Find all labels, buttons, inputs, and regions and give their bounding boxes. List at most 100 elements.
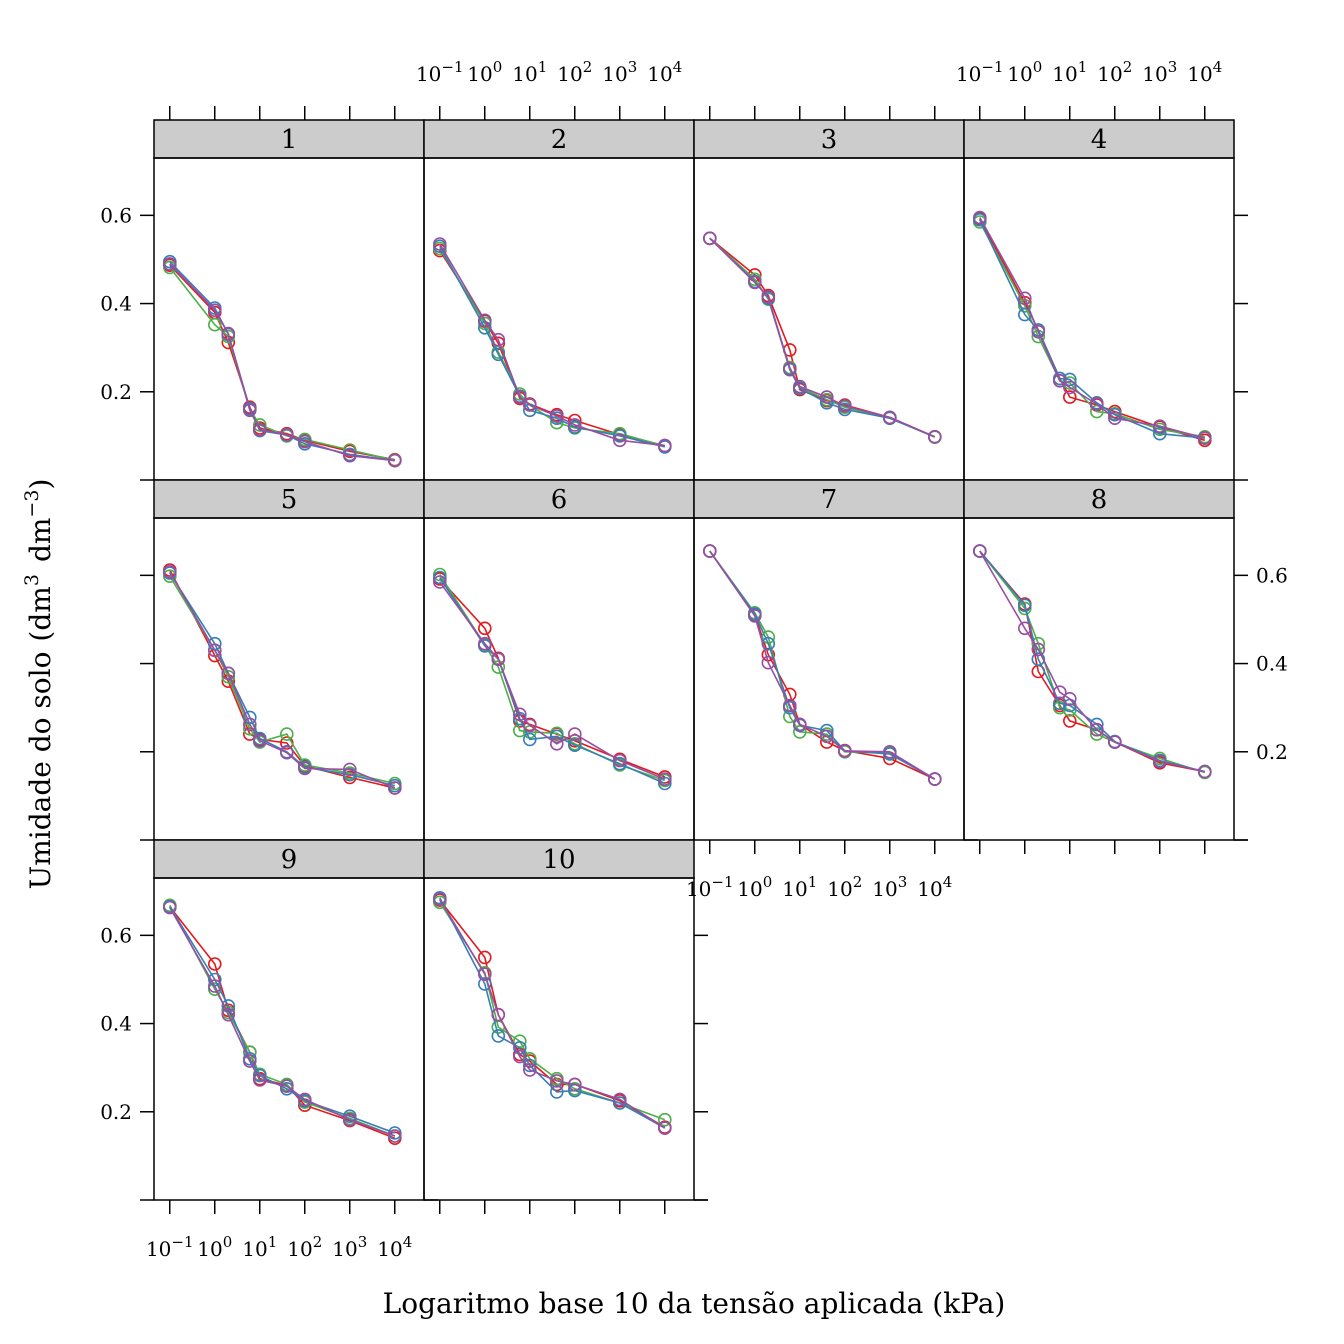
data-point <box>1063 390 1077 404</box>
data-point <box>252 1068 267 1083</box>
data-point <box>477 621 492 636</box>
x-tick-label-bottom: 101 <box>242 1233 277 1261</box>
panel-frame <box>963 157 1235 481</box>
y-axis-unit-2: dm <box>24 518 57 562</box>
data-point <box>243 1054 257 1068</box>
x-tick-label-bottom: 104 <box>377 1233 412 1261</box>
data-point <box>477 950 492 965</box>
data-point <box>512 1049 527 1064</box>
data-point <box>1053 685 1067 700</box>
data-point <box>477 977 492 991</box>
x-axis-title: Logaritmo base 10 da tensão aplicada (kP… <box>383 1287 1006 1320</box>
series-line <box>439 243 665 447</box>
data-point <box>252 422 267 437</box>
data-point <box>567 727 582 741</box>
x-tick-label-top: 10−1 <box>416 58 464 86</box>
panel-strip-label: 1 <box>281 125 298 155</box>
panel-strip-label: 3 <box>821 125 838 155</box>
data-point <box>747 609 762 623</box>
y-tick-label: 0.4 <box>1256 652 1288 676</box>
data-point <box>1031 642 1046 657</box>
data-point <box>342 762 357 777</box>
panel-2: 2 <box>423 106 695 481</box>
data-point <box>1063 372 1077 387</box>
data-point <box>837 402 852 417</box>
panel-frame <box>153 157 425 481</box>
data-point <box>279 1079 294 1093</box>
series-line <box>709 550 936 780</box>
data-point <box>612 1092 627 1107</box>
data-point <box>972 544 987 558</box>
data-point <box>1018 598 1032 613</box>
data-point <box>221 999 236 1013</box>
data-point <box>163 257 177 271</box>
data-point <box>432 570 447 585</box>
data-point <box>208 303 222 318</box>
panel-strip-label: 7 <box>821 485 838 515</box>
data-point <box>882 744 897 759</box>
data-point <box>387 453 402 468</box>
series-line <box>169 575 395 785</box>
data-point <box>208 957 222 971</box>
panel-strip <box>423 119 695 159</box>
y-tick-label: 0.6 <box>100 923 132 947</box>
panel-strip-label: 5 <box>281 485 298 515</box>
data-point <box>477 636 492 651</box>
x-tick-label-bottom: 103 <box>332 1233 367 1261</box>
panel-1: 1 0.2 0.4 0.6 <box>100 106 425 481</box>
series-line <box>169 904 396 1137</box>
data-point <box>522 732 537 747</box>
x-tick-label-bottom: 10−1 <box>686 873 734 901</box>
data-point <box>221 666 236 681</box>
panel-strip-label: 6 <box>551 485 568 515</box>
data-point <box>512 1041 527 1055</box>
y-tick-label: 0.2 <box>100 1100 132 1124</box>
series-line <box>169 571 396 789</box>
panel-strip <box>423 479 695 519</box>
panel-8: 8 0.2 0.4 0.6 <box>963 479 1288 854</box>
x-tick-label-bottom: 10−1 <box>146 1233 194 1261</box>
series-line <box>709 550 936 780</box>
data-point <box>512 390 527 404</box>
data-point <box>1153 419 1167 434</box>
series-line <box>979 550 1205 773</box>
data-point <box>549 1074 564 1088</box>
y-tick-label: 0.2 <box>100 380 132 404</box>
data-point <box>387 1129 402 1143</box>
data-point <box>657 772 672 786</box>
data-point <box>1018 291 1032 306</box>
data-point <box>387 781 402 795</box>
series-line <box>169 907 396 1137</box>
series-line <box>169 906 396 1134</box>
x-tick-label-bottom: 101 <box>782 873 817 901</box>
data-point <box>549 729 564 744</box>
panel-3: 3 <box>693 106 965 481</box>
data-point <box>882 410 897 425</box>
panel-strip-label: 10 <box>542 845 575 875</box>
data-point <box>1031 652 1046 667</box>
data-point <box>522 1058 537 1073</box>
data-point <box>297 1092 312 1107</box>
x-tick-label-top: 100 <box>1007 58 1042 86</box>
data-point <box>1153 754 1167 769</box>
x-tick-label-top: 102 <box>1097 58 1132 86</box>
data-point <box>279 427 294 442</box>
panel-strip-label: 9 <box>281 845 298 875</box>
data-point <box>612 429 627 443</box>
panel-strip <box>423 839 695 879</box>
data-point <box>221 326 236 341</box>
panel-5: 5 <box>140 479 425 841</box>
data-point <box>782 361 797 376</box>
data-point <box>972 210 987 225</box>
panel-frame <box>963 517 1235 841</box>
data-point <box>297 434 312 449</box>
data-point <box>927 772 942 786</box>
data-point <box>1063 714 1077 728</box>
data-point <box>1018 621 1032 636</box>
panel-strip <box>153 119 425 159</box>
data-point <box>1153 426 1167 441</box>
data-point <box>792 717 807 732</box>
data-point <box>747 275 762 290</box>
data-point <box>837 744 852 758</box>
series-line <box>979 219 1205 439</box>
